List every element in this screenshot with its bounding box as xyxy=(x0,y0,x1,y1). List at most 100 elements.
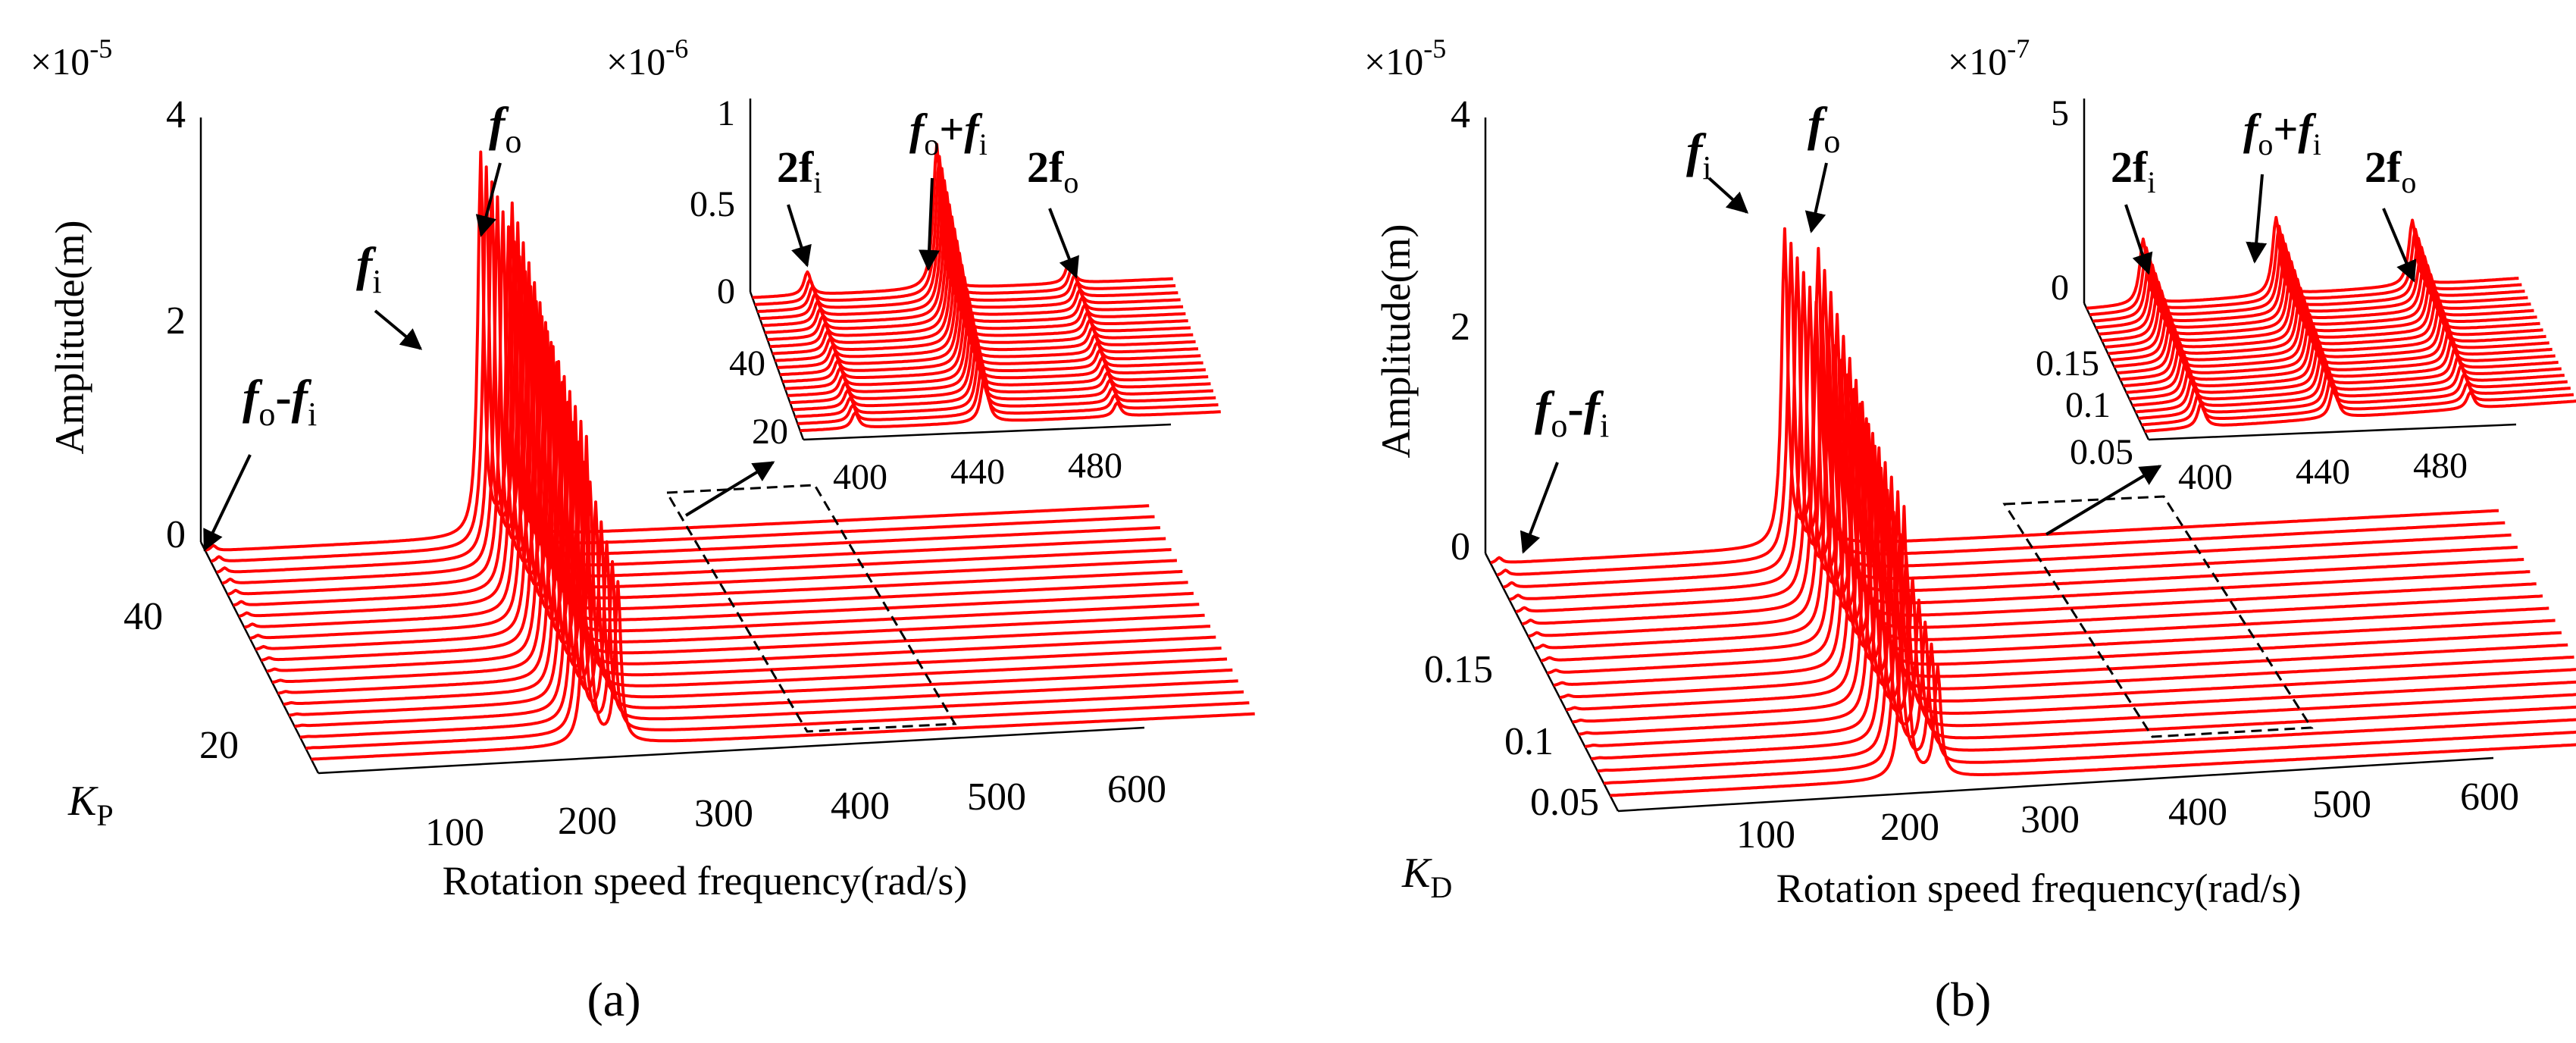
panel-label-b: (b) xyxy=(1935,973,1992,1026)
series-line xyxy=(1547,359,2556,675)
inset-series-line xyxy=(2135,357,2568,414)
traces-a xyxy=(205,150,1255,761)
inset-x-axis xyxy=(2148,423,2517,441)
inset-x-tick-440: 440 xyxy=(2296,452,2350,492)
series-line xyxy=(1559,387,2568,700)
inset-z-axis xyxy=(749,291,805,440)
series-line xyxy=(1597,475,2576,773)
inset-z-tick-40: 40 xyxy=(729,343,765,384)
inset-series-line xyxy=(765,203,1186,334)
inset-series-line xyxy=(2141,374,2574,427)
z-tick-0-05: 0.05 xyxy=(1530,781,1599,824)
series-line xyxy=(244,255,1188,629)
inset-y-tick-1: 1 xyxy=(717,93,735,133)
z-tick-0-1: 0.1 xyxy=(1504,720,1554,763)
inset-sum-arrow xyxy=(919,177,941,271)
series-line xyxy=(1578,431,2576,736)
series-line xyxy=(211,165,1155,563)
series-line xyxy=(221,195,1166,585)
inset-series-line xyxy=(782,287,1203,384)
x-tick-100: 100 xyxy=(1736,813,1795,857)
x-axis-label: Rotation speed frequency(rad/s) xyxy=(443,858,968,904)
series-line xyxy=(1610,505,2576,797)
inset-y-tick-0: 0 xyxy=(717,271,735,312)
x-axis xyxy=(1617,756,2494,813)
diff-arrow xyxy=(1520,462,1559,554)
inset-series-line xyxy=(784,299,1206,390)
series-line xyxy=(283,360,1228,706)
inset-2fi-arrow xyxy=(787,204,812,268)
inset-y-tick-5: 5 xyxy=(2051,93,2069,133)
series-line xyxy=(1509,271,2518,601)
diff-label: fo-fi xyxy=(243,370,317,433)
inset-series-line xyxy=(2102,260,2534,343)
series-line xyxy=(1503,256,2512,589)
series-line xyxy=(1566,402,2574,712)
fi-label: fi xyxy=(1686,124,1712,186)
y-tick-2: 2 xyxy=(1451,305,1470,349)
x-tick-100: 100 xyxy=(425,811,484,854)
exponent-label: ×10-5 xyxy=(30,33,112,83)
zoom-region-box xyxy=(2002,495,2314,738)
inset-x-tick-440: 440 xyxy=(950,452,1005,492)
series-line xyxy=(233,225,1177,607)
inset-2fo-arrow xyxy=(1048,208,1079,279)
inset-series-line xyxy=(769,227,1191,349)
inset-series-line xyxy=(762,191,1184,327)
series-line xyxy=(1528,315,2537,638)
series-line xyxy=(238,240,1183,618)
fi-arrow xyxy=(374,309,423,350)
inset-x-tick-400: 400 xyxy=(2178,457,2233,497)
inset-series-line xyxy=(2123,321,2556,388)
z-axis xyxy=(1484,553,1620,812)
y-tick-0: 0 xyxy=(166,513,186,556)
inset-x-tick-480: 480 xyxy=(2413,446,2468,486)
series-line xyxy=(1585,446,2576,748)
series-line xyxy=(1604,490,2576,785)
inset-series-line xyxy=(2144,384,2576,433)
series-line xyxy=(255,285,1200,651)
inset-series-line xyxy=(787,312,1209,397)
inset-series-line xyxy=(767,215,1188,341)
x-tick-400: 400 xyxy=(2168,791,2227,834)
zoom-arrow xyxy=(2045,465,2162,536)
inset-2fo-arrow xyxy=(2382,208,2417,283)
x-axis xyxy=(318,726,1145,775)
inset-series-line xyxy=(2126,330,2559,394)
inset-series-line xyxy=(800,372,1221,433)
inset-2fi-label: 2fi xyxy=(777,143,822,199)
inset-series-line xyxy=(2129,340,2562,401)
series-line xyxy=(299,405,1244,739)
inset-sum-arrow xyxy=(2246,174,2268,264)
inset-series-line xyxy=(2089,224,2522,317)
series-line xyxy=(1553,373,2562,687)
inset-series-line xyxy=(2111,287,2543,362)
inset-traces-a xyxy=(752,143,1221,433)
inset-series-line xyxy=(2096,242,2528,330)
inset-series-line xyxy=(2108,277,2540,355)
inset-y-tick-0: 0 xyxy=(2051,268,2069,308)
inset-series-line xyxy=(759,179,1181,321)
inset-z-tick-20: 20 xyxy=(752,412,788,452)
inset-sum-label: fo+fi xyxy=(2243,105,2321,161)
z-axis-label: KD xyxy=(1401,850,1452,904)
inset-2fi-label: 2fi xyxy=(2111,143,2155,199)
diff-label: fo-fi xyxy=(1535,381,1609,444)
series-line xyxy=(1515,285,2524,613)
inset-series-line xyxy=(752,143,1173,299)
inset-series-line xyxy=(792,336,1213,412)
series-line xyxy=(272,330,1216,684)
fo-label: fo xyxy=(1808,97,1840,160)
series-line xyxy=(261,300,1205,662)
x-tick-200: 200 xyxy=(558,800,617,843)
series-line xyxy=(1534,329,2543,650)
inset-series-line xyxy=(790,324,1211,405)
series-line xyxy=(1496,242,2506,577)
inset-exponent-label: ×10-6 xyxy=(606,33,688,83)
x-tick-500: 500 xyxy=(2312,783,2371,826)
traces-b xyxy=(1490,227,2576,797)
panel-a: ×10-5 0 2 4 Amplitude(m) 40 20 KP 100 20… xyxy=(30,33,1255,1026)
inset-2fo-label: 2fo xyxy=(2365,143,2416,199)
inset-z-axis xyxy=(2083,302,2150,440)
inset-series-line xyxy=(2092,233,2525,323)
